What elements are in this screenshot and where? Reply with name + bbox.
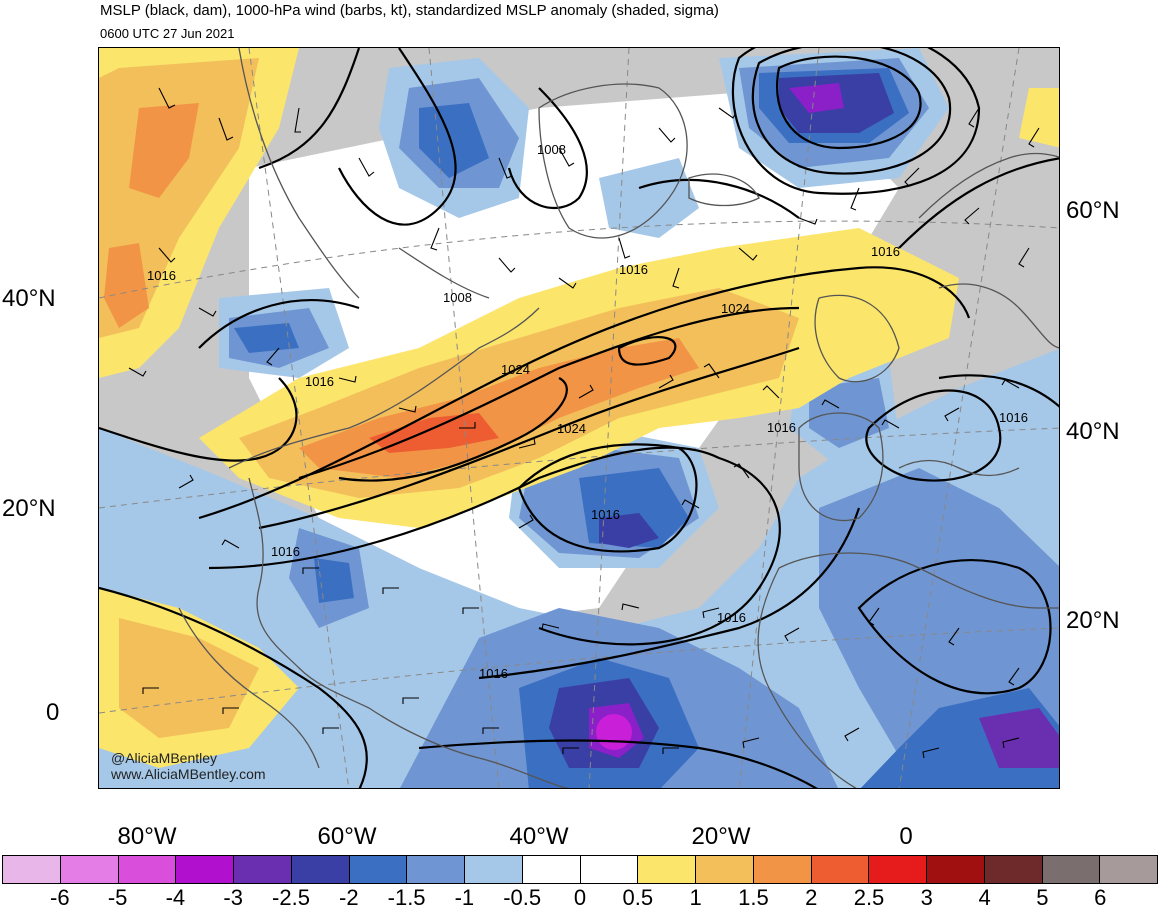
credit-website: www.AliciaMBentley.com [111, 766, 266, 782]
colorbar-box [869, 856, 927, 883]
contour-label: 1024 [557, 421, 586, 436]
colorbar-tick-label: 0.5 [622, 885, 654, 910]
colorbar-tick-label: 3 [920, 885, 933, 910]
colorbar-tick-label: 5 [1036, 885, 1049, 910]
map-canvas: 1008 1016 1016 1008 1016 1024 1016 1024 … [99, 48, 1059, 788]
contour-label: 1016 [479, 666, 508, 681]
contour-label: 1008 [443, 290, 472, 305]
colorbar-box [927, 856, 985, 883]
contour-label: 1008 [537, 142, 566, 157]
coastlines [178, 48, 1059, 788]
colorbar-box [176, 856, 234, 883]
colorbar-box [465, 856, 523, 883]
lat-label-right: 60°N [1066, 197, 1120, 224]
credit-handle: @AliciaMBentley [111, 750, 218, 766]
colorbar-tick-label: 2 [805, 885, 818, 910]
anomaly-pos05-scandinavia [1019, 88, 1059, 148]
contour-label: 1016 [767, 420, 796, 435]
colorbar-tick-label: -1 [454, 885, 475, 910]
colorbar-box [753, 856, 812, 883]
lat-label-right: 20°N [1066, 607, 1120, 634]
lat-label-left: 20°N [2, 495, 56, 522]
colorbar-box [407, 856, 465, 883]
anomaly-colorbar [2, 855, 1158, 884]
valid-time: 0600 UTC 27 Jun 2021 [100, 26, 235, 41]
contour-label: 1016 [591, 507, 620, 522]
colorbar-box [3, 856, 61, 883]
anomaly-neg15-caribbean [314, 558, 354, 603]
lon-label: 0 [899, 823, 913, 850]
lon-label: 60°W [317, 823, 377, 850]
contour-label: 1016 [717, 610, 746, 625]
colorbar-box [349, 856, 408, 883]
graticule [99, 48, 1059, 788]
colorbar-tick-label: 4 [978, 885, 991, 910]
contour-label: 1016 [619, 262, 648, 277]
colorbar-tick-label: 6 [1094, 885, 1107, 910]
colorbar-box [1100, 856, 1157, 883]
colorbar-tick-label: 1 [689, 885, 702, 910]
colorbar-tick-label: 0 [573, 885, 587, 910]
contour-label: 1024 [721, 301, 750, 316]
colorbar-tick-label: -5 [107, 885, 128, 910]
colorbar-tick-label: -2 [339, 885, 359, 910]
colorbar-tick-label: -0.5 [503, 885, 542, 910]
colorbar-tick-label: -1.5 [387, 885, 426, 910]
isobars [99, 48, 1059, 788]
contour-label: 1016 [999, 410, 1028, 425]
colorbar-tick-label: -6 [50, 885, 70, 910]
colorbar-box [580, 856, 639, 883]
contour-label-group: 1008 1016 1016 1008 1016 1024 1016 1024 … [147, 142, 1028, 681]
anomaly-min-south [596, 714, 632, 750]
anomaly-neg3-iceland [789, 83, 844, 113]
lon-label: 20°W [691, 823, 751, 850]
lat-label-left: 0 [46, 699, 60, 726]
lon-label: 80°W [117, 823, 177, 850]
contour-label: 1016 [305, 374, 334, 389]
wind-barbs [128, 87, 1040, 759]
colorbar-box [696, 856, 754, 883]
colorbar-box [118, 856, 177, 883]
colorbar-tick-label: -4 [165, 885, 186, 910]
colorbar-box [984, 856, 1043, 883]
colorbar-tick-label: 1.5 [738, 885, 769, 910]
colorbar-tick-label: -3 [223, 885, 243, 910]
anomaly-pos15-canada [104, 243, 149, 328]
anomaly-neg15-north [419, 103, 489, 178]
colorbar-box [522, 856, 581, 883]
colorbar-box [811, 856, 870, 883]
anomaly-neg15-hudson [234, 323, 299, 353]
contour-label: 1016 [147, 268, 176, 283]
anomaly-neg2-azores [599, 513, 659, 548]
contour-label: 1024 [501, 362, 530, 377]
colorbar-box [60, 856, 119, 883]
anomaly-pos15-westcoast [129, 103, 199, 198]
colorbar-box [638, 856, 696, 883]
contour-label: 1016 [271, 544, 300, 559]
colorbar-box [1042, 856, 1101, 883]
colorbar-tick-label: 2.5 [853, 885, 885, 910]
colorbar-box [234, 856, 292, 883]
lat-label-right: 40°N [1066, 418, 1120, 445]
colorbar-box [291, 856, 350, 883]
contour-label: 1016 [871, 244, 900, 259]
anomaly-neg05-south [99, 348, 1059, 788]
colorbar-tick-label: -2.5 [272, 885, 310, 910]
lon-label: 40°W [509, 823, 569, 850]
lat-label-left: 40°N [2, 285, 56, 312]
map-title: MSLP (black, dam), 1000-hPa wind (barbs,… [100, 2, 719, 19]
map-panel: 1008 1016 1016 1008 1016 1024 1016 1024 … [98, 47, 1060, 789]
anomaly-neg05-greenland [599, 158, 699, 238]
